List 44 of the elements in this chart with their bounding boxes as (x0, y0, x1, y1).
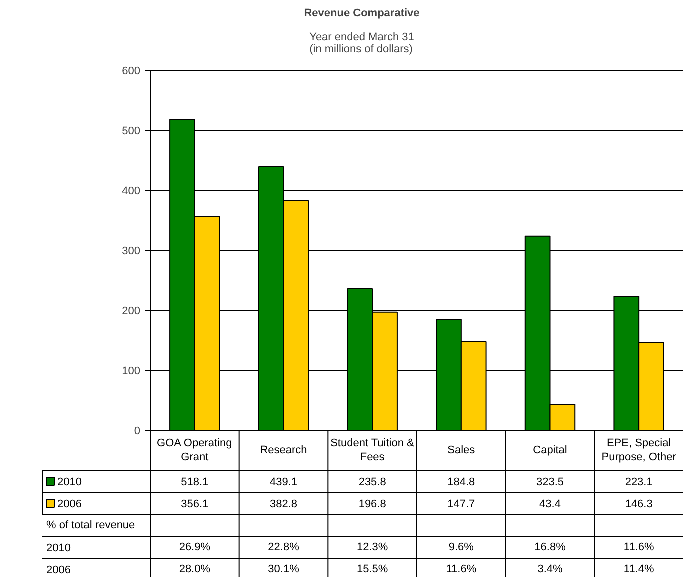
data-label: 439.1 (270, 476, 298, 488)
text: 11.6% (446, 564, 477, 576)
y-tick-label: 100 (122, 366, 141, 378)
data-label: 43.4 (540, 498, 561, 510)
data-label: 356.1 (181, 498, 209, 510)
x-tick-label: Capital (533, 444, 568, 456)
text: 9.6% (448, 542, 474, 554)
legend-label: 2010 (58, 476, 82, 488)
chart-title: Revenue Comparative (304, 8, 420, 20)
x-tick-label: EPE, Special Purpose, Other (602, 437, 677, 464)
text: 12.3% (356, 542, 388, 554)
text: 15.5% (356, 564, 388, 576)
text: 26.9% (179, 542, 211, 554)
text: % of total revenue (46, 520, 136, 532)
text: 22.8% (268, 542, 300, 554)
data-label: 235.8 (358, 476, 386, 488)
x-tick-label: Research (260, 444, 308, 456)
text: 28.0% (179, 564, 211, 576)
x-tick-label: GOA Operating Grant (157, 437, 232, 464)
data-label: 147.7 (448, 498, 476, 510)
data-label: 146.3 (625, 498, 653, 510)
y-tick-label: 200 (122, 306, 141, 318)
legend-label: 2006 (58, 498, 82, 510)
text: 2010 (46, 542, 71, 554)
x-tick-label: Student Tuition & Fees (330, 437, 416, 464)
y-tick-label: 600 (122, 66, 141, 78)
chart-subtitle: Year ended March 31 (in millions of dollars) (310, 32, 414, 56)
text: 16.8% (534, 542, 566, 554)
data-label: 382.8 (270, 498, 298, 510)
text: 2006 (46, 564, 71, 576)
text: 30.1% (268, 564, 300, 576)
data-label: 323.5 (536, 476, 564, 488)
text: 11.4% (624, 564, 654, 576)
data-label: 518.1 (181, 476, 209, 488)
x-tick-label: Sales (448, 444, 476, 456)
text: 11.6% (624, 542, 654, 554)
y-tick-label: 300 (122, 246, 141, 258)
y-tick-label: 0 (134, 426, 141, 438)
y-tick-label: 500 (122, 126, 141, 138)
y-tick-label: 400 (122, 186, 141, 198)
data-label: 196.8 (358, 498, 386, 510)
data-label: 223.1 (625, 476, 653, 488)
text: 3.4% (538, 564, 564, 576)
data-label: 184.8 (448, 476, 476, 488)
